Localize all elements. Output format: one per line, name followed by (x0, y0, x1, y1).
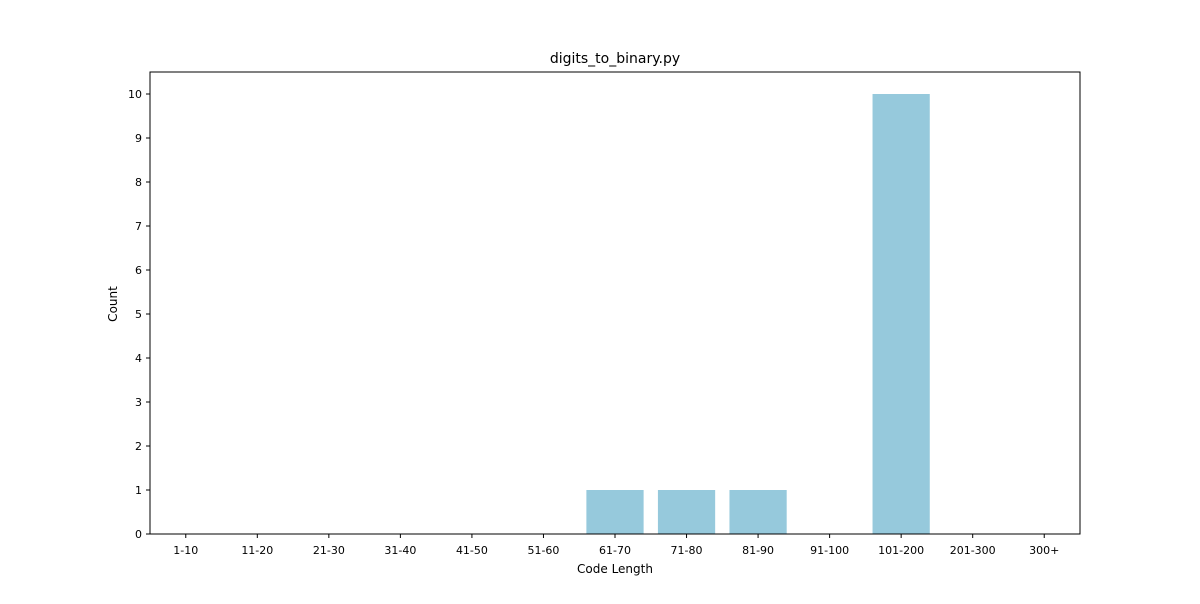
x-tick-label: 201-300 (950, 544, 996, 557)
plot-frame (149, 71, 1081, 535)
y-tick-label: 7 (135, 220, 142, 233)
x-tick-label: 21-30 (313, 544, 345, 557)
x-tick-label: 51-60 (527, 544, 559, 557)
y-tick-label: 5 (135, 308, 142, 321)
y-tick-label: 1 (135, 484, 142, 497)
y-tick-label: 4 (135, 352, 142, 365)
y-tick-label: 10 (128, 88, 142, 101)
x-tick-label: 41-50 (456, 544, 488, 557)
y-tick-label: 8 (135, 176, 142, 189)
x-tick-label: 81-90 (742, 544, 774, 557)
x-tick-label: 91-100 (810, 544, 849, 557)
bar-81-90 (729, 490, 787, 534)
x-tick-label: 61-70 (599, 544, 631, 557)
x-axis-label: Code Length (577, 562, 653, 576)
ticks-layer: 1-10 11-20 21-30 31-40 41-50 51-60 61-70 71-80 8… (128, 88, 1059, 557)
y-tick-label: 2 (135, 440, 142, 453)
x-tick-label: 1-10 (173, 544, 198, 557)
y-tick-label: 3 (135, 396, 142, 409)
y-tick-label: 6 (135, 264, 142, 277)
x-tick-label: 11-20 (241, 544, 273, 557)
bar-71-80 (657, 490, 716, 534)
chart-title: digits_to_binary.py (550, 51, 680, 67)
bar-61-70 (586, 490, 644, 534)
x-tick-label: 71-80 (671, 544, 703, 557)
x-tick-label: 31-40 (384, 544, 416, 557)
y-tick-label: 0 (135, 528, 142, 541)
y-tick-label: 9 (135, 132, 142, 145)
y-axis-label: Count (106, 286, 120, 322)
x-tick-label: 300+ (1029, 544, 1059, 557)
x-tick-label: 101-200 (878, 544, 924, 557)
bars-layer (586, 94, 930, 534)
bar-101-200 (872, 94, 930, 534)
